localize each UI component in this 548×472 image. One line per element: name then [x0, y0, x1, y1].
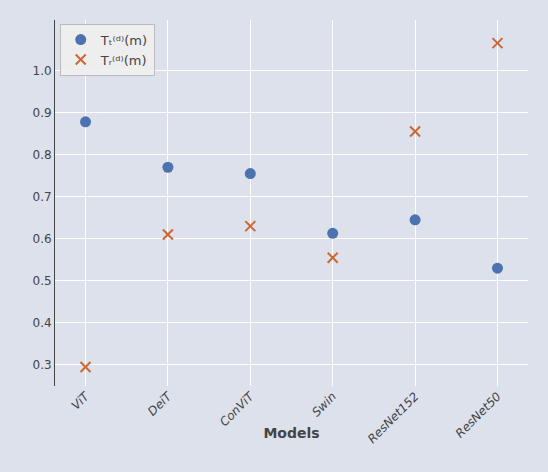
svg-text:0.9: 0.9	[33, 106, 52, 120]
svg-text:Models: Models	[263, 425, 319, 441]
svg-text:ResNet50: ResNet50	[453, 389, 504, 440]
svg-text:0.6: 0.6	[33, 232, 52, 246]
svg-text:ViT: ViT	[69, 388, 93, 412]
svg-text:Tᵣ⁽ᵈ⁾(m): Tᵣ⁽ᵈ⁾(m)	[100, 53, 147, 68]
svg-text:0.8: 0.8	[33, 148, 52, 162]
svg-text:DeiT: DeiT	[145, 388, 175, 418]
svg-text:0.4: 0.4	[33, 316, 52, 330]
svg-text:0.5: 0.5	[33, 274, 52, 288]
svg-text:Swin: Swin	[309, 389, 339, 419]
svg-text:ResNet152: ResNet152	[365, 389, 422, 446]
svg-text:1.0: 1.0	[33, 64, 52, 78]
svg-text:0.3: 0.3	[33, 358, 52, 372]
svg-text:ConViT: ConViT	[217, 388, 258, 429]
svg-text:0.7: 0.7	[33, 190, 52, 204]
svg-text:Tₜ⁽ᵈ⁾(m): Tₜ⁽ᵈ⁾(m)	[100, 33, 147, 48]
